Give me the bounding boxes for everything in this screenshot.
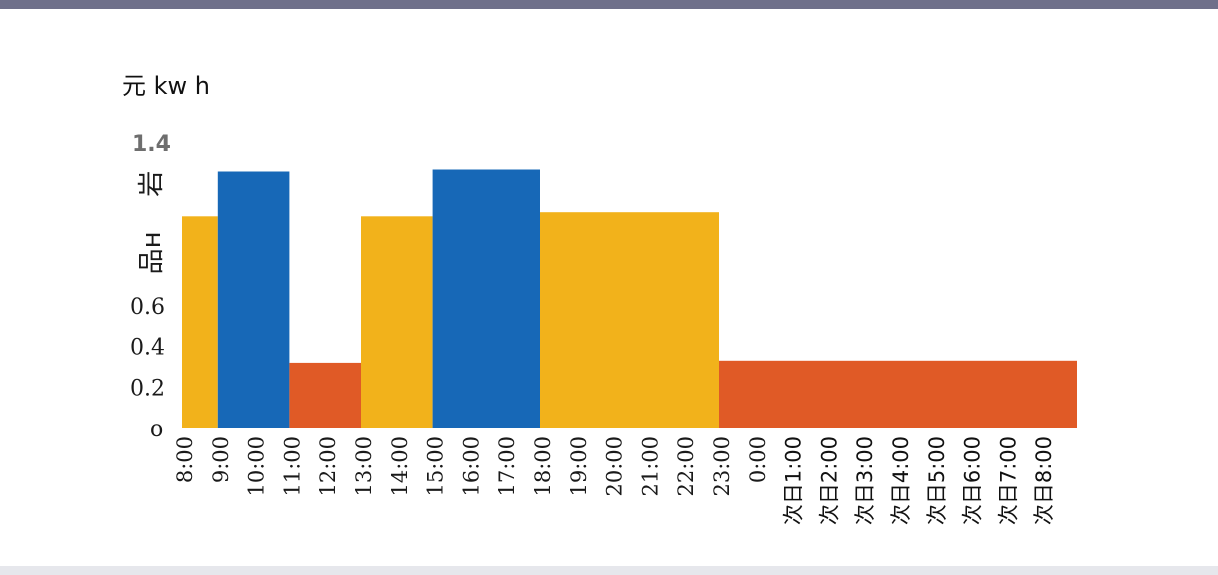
x-tick-label: 10:00 — [245, 436, 269, 497]
y-tick-label: 0.2 — [130, 376, 165, 401]
y-axis: o 0.2 0.4 0.6 品н 岩 1.4 — [130, 132, 171, 442]
bar-5 — [540, 212, 719, 428]
x-tick-label: 22:00 — [674, 436, 698, 497]
x-tick-label: 8:00 — [173, 436, 197, 483]
x-tick-label: 23:00 — [710, 436, 734, 497]
x-tick-label: 19:00 — [567, 436, 591, 497]
y-tick-label: 0.6 — [130, 295, 165, 320]
bar-4 — [432, 169, 540, 428]
bar-2 — [289, 362, 361, 428]
top-rule — [0, 0, 1218, 9]
bar-0 — [182, 216, 218, 428]
y-tick-label: 1.4 — [132, 132, 171, 157]
x-tick-label: 次日7:00 — [996, 436, 1020, 525]
x-tick-label: 次日6:00 — [961, 436, 985, 525]
x-tick-label: 13:00 — [352, 436, 376, 497]
x-tick-label: 次日3:00 — [853, 436, 877, 525]
x-tick-label: 16:00 — [459, 436, 483, 497]
x-tick-label: 9:00 — [209, 436, 233, 483]
y-tick-label: 品н — [137, 231, 167, 274]
x-tick-label: 17:00 — [495, 436, 519, 497]
bars — [182, 169, 1077, 428]
x-tick-label: 0:00 — [746, 436, 770, 483]
x-tick-label: 次日4:00 — [889, 436, 913, 525]
x-tick-label: 20:00 — [603, 436, 627, 497]
x-tick-label: 21:00 — [638, 436, 662, 497]
x-tick-label: 次日1:00 — [782, 436, 806, 525]
x-tick-label: 次日5:00 — [925, 436, 949, 525]
y-tick-label: 0.4 — [130, 336, 165, 361]
x-tick-label: 次日2:00 — [817, 436, 841, 525]
bar-1 — [217, 171, 290, 428]
x-tick-label: 14:00 — [388, 436, 412, 497]
bar-6 — [719, 360, 1077, 428]
x-tick-label: 次日8:00 — [1032, 436, 1056, 525]
x-tick-label: 12:00 — [316, 436, 340, 497]
y-tick-label: o — [150, 417, 163, 442]
y-tick-label: 岩 — [137, 171, 167, 197]
bottom-rule — [0, 566, 1218, 575]
bar-3 — [361, 216, 433, 428]
x-tick-label: 11:00 — [280, 436, 304, 497]
y-unit-label: 元 kw h — [122, 72, 210, 100]
x-tick-label: 15:00 — [424, 436, 448, 497]
x-tick-label: 18:00 — [531, 436, 555, 497]
x-axis: 8:00 9:00 10:00 11:00 12:00 13:00 14:00 15:00 16… — [173, 436, 1056, 525]
